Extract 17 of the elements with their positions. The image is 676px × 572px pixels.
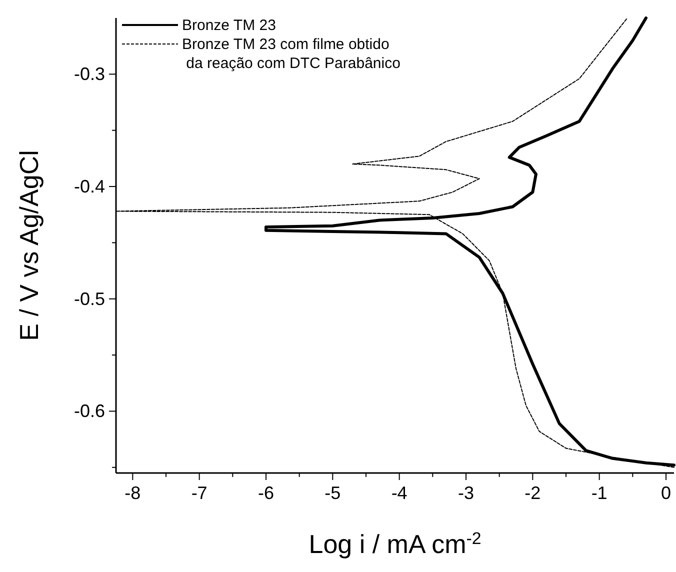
y-axis-title: E / V vs Ag/AgCl bbox=[14, 150, 44, 341]
x-tick-label: -4 bbox=[391, 483, 408, 503]
x-axis-title: Log i / mA cm$^{-2}$ bbox=[308, 528, 482, 559]
x-tick-label: 0 bbox=[660, 483, 672, 503]
x-tick-label: -3 bbox=[458, 483, 474, 503]
y-tick-label: -0.5 bbox=[74, 288, 105, 309]
x-tick-label: -5 bbox=[324, 483, 341, 503]
y-tick-label: -0.6 bbox=[74, 401, 105, 422]
y-tick-label: -0.3 bbox=[74, 64, 105, 84]
x-tick-label: -1 bbox=[591, 483, 608, 503]
y-tick-label: -0.4 bbox=[74, 176, 105, 197]
x-tick-label: -6 bbox=[258, 483, 274, 503]
legend-label: Bronze TM 23 bbox=[182, 17, 276, 34]
legend-label: Bronze TM 23 com filme obtido da reação com DTC Parabânico bbox=[182, 36, 400, 72]
x-tick-label: -2 bbox=[524, 483, 541, 503]
x-tick-label: -8 bbox=[124, 483, 141, 503]
x-tick-label: -7 bbox=[191, 483, 208, 503]
